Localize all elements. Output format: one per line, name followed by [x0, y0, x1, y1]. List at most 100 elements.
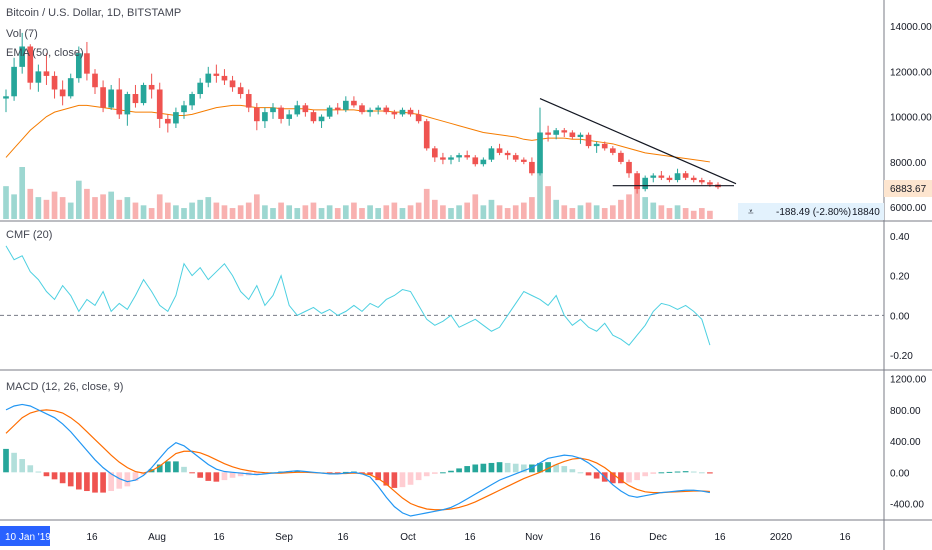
x-axis[interactable]: 16 Aug 16 Sep 16 Oct 16 Nov 16 Dec 16 2020 16	[86, 532, 851, 543]
macd-histogram-bar	[59, 472, 66, 484]
volume-bar	[488, 199, 495, 219]
cmf-pane[interactable]	[0, 245, 884, 346]
measure-badge-bg	[738, 203, 884, 220]
macd-histogram-bar	[43, 472, 50, 477]
macd-legend: MACD (12, 26, close, 9)	[6, 381, 123, 393]
macd-histogram-bar	[682, 471, 689, 473]
macd-axis-tick: 0.00	[890, 468, 910, 479]
volume-bar	[674, 205, 681, 219]
macd-histogram-bar	[529, 464, 535, 473]
resistance-trendline	[539, 97, 737, 185]
macd-histogram-bar	[585, 472, 592, 476]
price-pane[interactable]	[3, 32, 737, 194]
candle-body	[674, 173, 681, 181]
x-axis-tick: 16	[86, 532, 98, 543]
macd-histogram-bar	[399, 472, 406, 488]
volume-bar	[658, 205, 665, 219]
volume-bar	[3, 186, 9, 219]
macd-histogram-bar	[431, 472, 438, 474]
macd-histogram-bar	[488, 462, 495, 473]
macd-histogram-bar	[609, 472, 616, 484]
macd-histogram-bar	[294, 470, 301, 473]
volume-bar	[537, 172, 543, 219]
candle-body	[512, 155, 519, 160]
macd-histogram-bar	[496, 462, 503, 473]
candle-body	[375, 107, 382, 110]
macd-histogram-bar	[569, 469, 576, 473]
cmf-legend: CMF (20)	[6, 229, 52, 241]
candle-body	[43, 71, 50, 76]
volume-bar	[391, 202, 398, 219]
volume-bar	[278, 202, 284, 219]
candle-body	[601, 143, 608, 149]
volume-bar	[334, 208, 341, 219]
macd-histogram-bar	[92, 472, 98, 493]
macd-axis-tick: 400.00	[890, 437, 921, 448]
candle-body	[108, 89, 115, 108]
candle-body	[294, 105, 301, 115]
macd-histogram-bar	[84, 472, 90, 492]
volume-bar	[601, 208, 608, 219]
volume-bar	[529, 197, 535, 219]
candle-body	[310, 112, 317, 122]
volume-bar	[545, 186, 551, 219]
volume-bar	[423, 188, 430, 219]
candle-body	[229, 80, 236, 88]
volume-bar	[618, 199, 624, 219]
candle-body	[529, 161, 535, 174]
candle-body	[415, 114, 422, 122]
volume-bar	[19, 167, 26, 219]
volume-bar	[270, 208, 276, 219]
candle-body	[148, 84, 155, 90]
macd-histogram-bar	[164, 461, 171, 473]
candle-body	[213, 73, 220, 76]
candle-body	[690, 177, 697, 181]
volume-bar	[375, 208, 382, 219]
volume-bar	[698, 208, 705, 219]
volume-bar	[351, 202, 357, 219]
volume-bar	[496, 205, 503, 219]
volume-bar	[690, 210, 697, 219]
volume-bar	[116, 199, 123, 219]
volume-bar	[342, 205, 349, 219]
volume-bar	[440, 205, 446, 219]
macd-histogram-bar	[658, 472, 665, 474]
volume-bar	[237, 205, 244, 219]
candle-body	[423, 121, 430, 149]
x-axis-tick: 16	[213, 532, 225, 543]
macd-histogram-bar	[545, 462, 551, 473]
macd-histogram-bar	[11, 452, 17, 473]
y-axes[interactable]: 14000.00 12000.00 10000.00 8000.00 6000.00 0.…	[890, 22, 932, 510]
candle-body	[561, 130, 568, 133]
macd-histogram-bar	[553, 464, 560, 473]
candle-body	[156, 89, 163, 119]
price-axis-tick: 10000.00	[890, 113, 932, 124]
volume-bar	[553, 199, 560, 219]
candle-body	[318, 116, 325, 122]
candle-body	[504, 152, 511, 156]
cmf-line	[5, 245, 711, 346]
volume-bar	[245, 202, 252, 219]
volume-bar	[59, 197, 66, 219]
macd-histogram-bar	[618, 472, 624, 484]
macd-histogram-bar	[456, 468, 462, 473]
price-badge: 6883.67	[890, 184, 927, 195]
macd-histogram-bar	[124, 472, 131, 487]
macd-histogram-bar	[537, 462, 543, 473]
x-axis-tick: 16	[464, 532, 476, 543]
volume-bar	[472, 194, 479, 219]
candle-body	[124, 94, 131, 115]
macd-histogram-bar	[626, 472, 632, 483]
macd-axis-tick: 800.00	[890, 406, 921, 417]
macd-histogram-bar	[3, 448, 9, 473]
candle-body	[334, 107, 341, 110]
volume-bar	[11, 194, 17, 219]
volume-bar	[75, 180, 82, 219]
macd-histogram-bar	[342, 471, 349, 473]
volume-bar	[407, 205, 414, 219]
macd-pane[interactable]	[3, 403, 713, 517]
candle-body	[634, 173, 640, 190]
macd-histogram-bar	[512, 463, 519, 473]
macd-histogram-bar	[27, 465, 34, 473]
